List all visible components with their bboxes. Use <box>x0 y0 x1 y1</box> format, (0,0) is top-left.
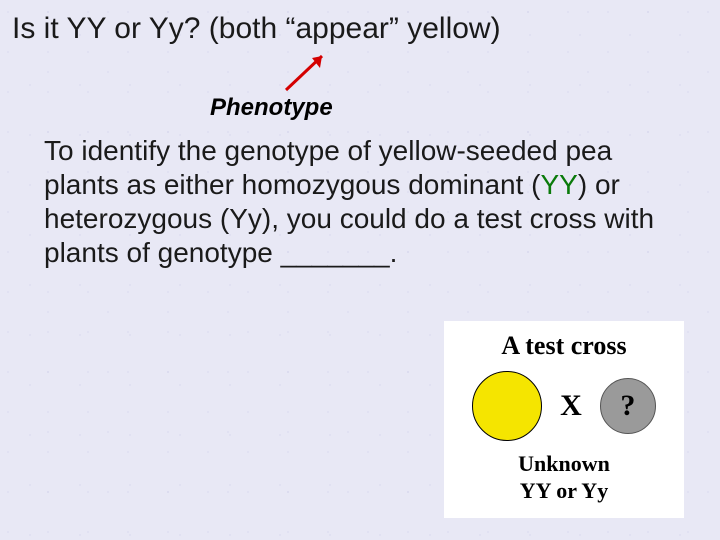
yy-highlight: YY <box>541 169 578 200</box>
body-paragraph: To identify the genotype of yellow-seede… <box>44 134 674 271</box>
cross-x: X <box>560 389 582 423</box>
diagram-title: A test cross <box>456 331 672 361</box>
unknown-circle-icon: ? <box>600 378 656 434</box>
diagram-caption: Unknown YY or Yy <box>456 451 672 504</box>
caption-line1: Unknown <box>518 451 610 476</box>
arrow-icon <box>278 48 338 98</box>
test-cross-diagram: A test cross X ? Unknown YY or Yy <box>444 321 684 518</box>
yellow-circle-icon <box>472 371 542 441</box>
body-part1: To identify the genotype of yellow-seede… <box>44 135 612 200</box>
slide-title: Is it YY or Yy? (both “appear” yellow) <box>12 12 501 46</box>
diagram-row: X ? <box>456 371 672 441</box>
caption-line2: YY or Yy <box>520 478 608 503</box>
phenotype-label: Phenotype <box>210 94 333 122</box>
